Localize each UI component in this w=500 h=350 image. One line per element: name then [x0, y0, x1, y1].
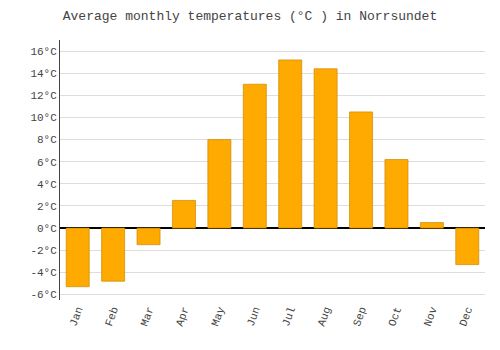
svg-text:8°C: 8°C [37, 134, 57, 146]
svg-text:Dec: Dec [457, 305, 475, 328]
svg-text:Sep: Sep [351, 305, 369, 328]
svg-text:Nov: Nov [422, 305, 440, 328]
svg-text:-6°C: -6°C [30, 289, 57, 301]
svg-text:6°C: 6°C [37, 157, 57, 169]
svg-text:Jan: Jan [68, 305, 86, 328]
svg-text:Apr: Apr [174, 305, 192, 328]
svg-text:2°C: 2°C [37, 201, 57, 213]
svg-text:May: May [209, 305, 227, 328]
svg-text:10°C: 10°C [30, 112, 57, 124]
svg-text:Jun: Jun [245, 305, 263, 328]
svg-text:Aug: Aug [316, 305, 334, 328]
svg-text:Oct: Oct [386, 305, 404, 328]
svg-text:4°C: 4°C [37, 179, 57, 191]
svg-text:0°C: 0°C [37, 223, 57, 235]
svg-text:Average monthly temperatures (: Average monthly temperatures (°C ) in No… [63, 9, 437, 24]
svg-text:-2°C: -2°C [30, 245, 57, 257]
svg-text:Jul: Jul [280, 305, 298, 328]
svg-text:12°C: 12°C [30, 90, 57, 102]
svg-text:-4°C: -4°C [30, 267, 57, 279]
svg-text:Mar: Mar [138, 305, 156, 328]
svg-text:14°C: 14°C [30, 68, 57, 80]
svg-text:Feb: Feb [103, 305, 121, 328]
svg-text:16°C: 16°C [30, 46, 57, 58]
